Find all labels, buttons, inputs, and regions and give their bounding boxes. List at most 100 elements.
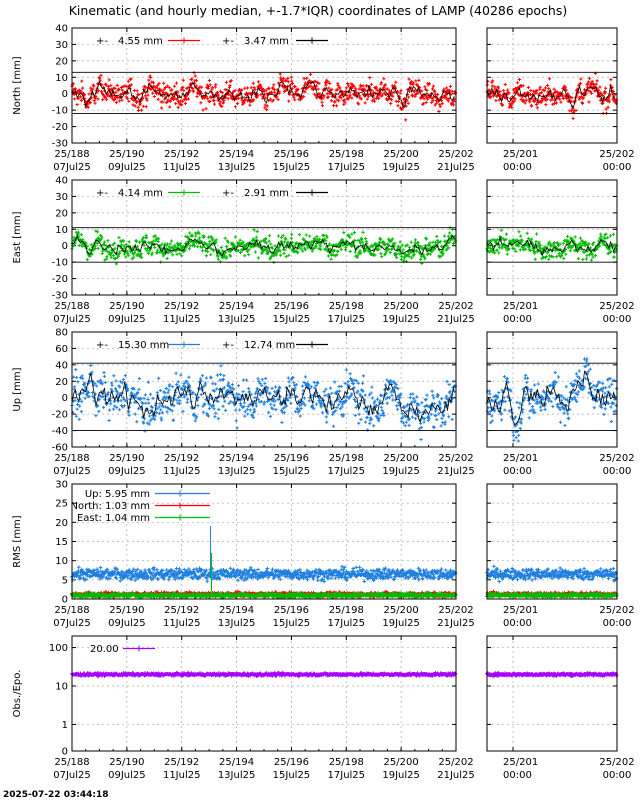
north-zoom-frame — [486, 27, 618, 144]
data-point — [418, 257, 423, 262]
data-point — [287, 99, 291, 103]
data-point — [143, 429, 147, 433]
east-ylabel: East [mm] — [12, 211, 23, 263]
x-tick-label: 09Jul25 — [108, 162, 146, 173]
data-point — [503, 408, 507, 412]
data-point — [209, 253, 213, 257]
data-point — [119, 399, 123, 403]
data-point — [172, 84, 176, 88]
data-point — [549, 254, 554, 258]
data-point — [321, 96, 325, 100]
data-point — [258, 84, 263, 89]
data-point — [263, 103, 267, 107]
data-point — [96, 97, 100, 101]
data-point — [369, 82, 374, 86]
x-tick-label: 25/200 — [384, 453, 419, 464]
data-point — [151, 91, 155, 95]
data-point — [120, 98, 124, 102]
data-point — [248, 408, 252, 412]
data-point — [136, 105, 140, 110]
data-point — [506, 88, 510, 92]
data-point — [279, 235, 284, 240]
data-point — [578, 236, 583, 240]
data-point — [359, 97, 363, 101]
data-point — [150, 251, 154, 255]
data-point — [237, 392, 241, 396]
north-main-plot: 25/18807Jul2525/19009Jul2525/19211Jul252… — [52, 24, 475, 174]
data-point — [505, 252, 509, 256]
x-tick-label: 25/188 — [54, 605, 89, 616]
data-point — [200, 249, 205, 253]
data-point — [182, 88, 186, 93]
data-point — [439, 424, 443, 428]
data-point — [276, 234, 281, 238]
data-point — [406, 101, 410, 105]
data-point — [158, 388, 162, 393]
data-point — [579, 77, 583, 81]
data-point — [511, 433, 516, 437]
x-tick-label: 25/196 — [274, 453, 309, 464]
data-point — [559, 398, 563, 402]
data-point — [391, 94, 395, 98]
data-point — [369, 391, 373, 395]
data-point — [239, 403, 243, 408]
data-point — [581, 257, 585, 262]
data-point — [270, 90, 274, 94]
data-point — [609, 77, 613, 82]
data-point — [108, 94, 112, 99]
data-point — [609, 405, 613, 409]
data-point — [85, 257, 89, 262]
data-point — [293, 85, 297, 89]
data-point — [515, 400, 519, 405]
north-legend: +- 4.55 mm +- 3.47 mm — [96, 36, 328, 47]
data-point — [407, 245, 412, 249]
data-point — [109, 83, 113, 88]
data-point — [325, 420, 329, 424]
data-point — [247, 390, 252, 394]
legend-marker: +- — [96, 188, 108, 199]
data-point — [354, 90, 358, 95]
data-point — [361, 230, 365, 234]
y-tick-label: 20 — [55, 56, 68, 67]
data-point — [320, 100, 324, 104]
data-point — [359, 85, 363, 89]
data-point — [260, 383, 264, 388]
data-point — [151, 396, 155, 401]
data-point — [324, 387, 328, 391]
data-point — [609, 419, 613, 424]
chart-title: Kinematic (and hourly median, +-1.7*IQR)… — [69, 3, 568, 18]
data-point — [577, 369, 581, 373]
x-tick-label: 25/202 — [599, 453, 634, 464]
legend-marker: +- — [222, 36, 234, 47]
data-point — [165, 84, 170, 88]
data-point — [504, 232, 509, 236]
data-point — [418, 421, 423, 425]
x-tick-label: 15Jul25 — [273, 466, 311, 477]
data-point — [435, 101, 439, 105]
data-point — [422, 420, 426, 424]
data-point — [149, 87, 153, 92]
x-tick-label: 00:00 — [503, 314, 532, 325]
data-point — [169, 239, 174, 243]
data-point — [517, 230, 521, 234]
data-point — [305, 76, 309, 80]
data-point — [128, 84, 132, 88]
data-point — [235, 426, 239, 430]
data-point — [342, 102, 346, 107]
data-point — [431, 84, 435, 88]
x-tick-label: 25/190 — [109, 605, 144, 616]
data-point — [535, 106, 539, 110]
data-point — [370, 385, 374, 389]
data-point — [166, 98, 170, 102]
data-point — [276, 81, 281, 85]
data-point — [344, 368, 348, 372]
rms-main-series — [70, 526, 458, 600]
data-point — [564, 252, 568, 256]
data-point — [447, 382, 451, 387]
data-point — [148, 419, 152, 423]
x-tick-label: 11Jul25 — [163, 618, 201, 629]
data-point — [104, 83, 108, 87]
x-tick-label: 25/202 — [599, 149, 634, 160]
data-point — [323, 393, 327, 398]
